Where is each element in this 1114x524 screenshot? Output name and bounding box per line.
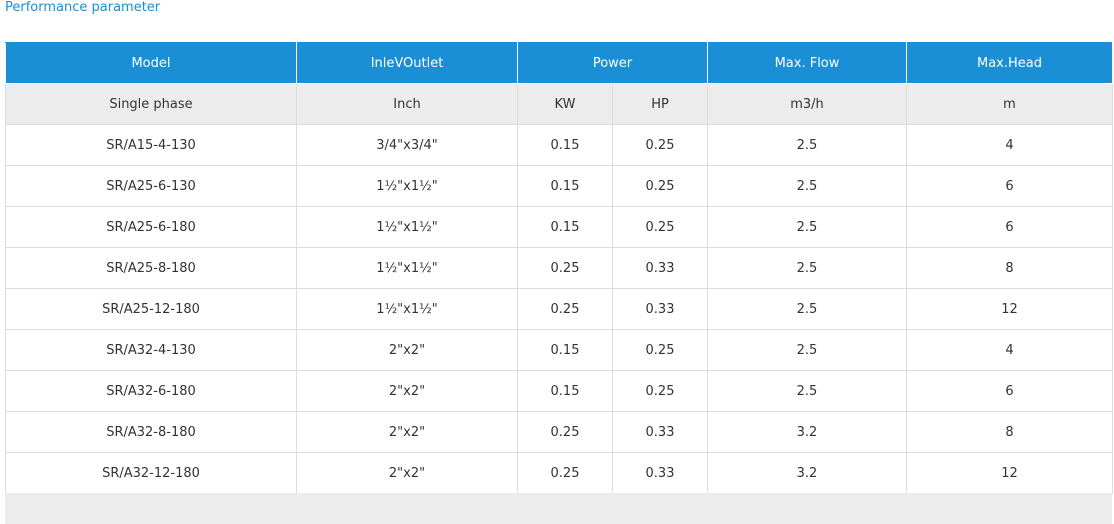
- header-cell: Max. Flow: [707, 42, 907, 84]
- data-cell: 4: [906, 124, 1113, 166]
- data-cell: 12: [906, 288, 1113, 330]
- data-row: SR/A25-12-180 1½"x1½" 0.25 0.33 2.5 12: [5, 288, 1113, 330]
- data-cell: 0.33: [612, 288, 708, 330]
- data-cell: SR/A32-8-180: [5, 411, 297, 453]
- data-cell: 1½"x1½": [296, 165, 518, 207]
- data-cell: 0.15: [517, 124, 613, 166]
- subheader-cell: m3/h: [707, 83, 907, 125]
- data-cell: 0.15: [517, 329, 613, 371]
- data-row: SR/A15-4-130 3/4"x3/4" 0.15 0.25 2.5 4: [5, 124, 1113, 166]
- data-cell: 0.25: [612, 165, 708, 207]
- data-cell: 0.33: [612, 247, 708, 289]
- data-cell: 3.2: [707, 411, 907, 453]
- data-cell: 2"x2": [296, 411, 518, 453]
- data-cell: 0.15: [517, 165, 613, 207]
- data-cell: 0.25: [612, 370, 708, 412]
- data-row: SR/A32-6-180 2"x2" 0.15 0.25 2.5 6: [5, 370, 1113, 412]
- table-footer: [5, 493, 1112, 524]
- table-body: Model InleVOutlet Power Max. Flow Max.Head Si…: [5, 42, 1113, 494]
- data-cell: 1½"x1½": [296, 288, 518, 330]
- header-row: Model InleVOutlet Power Max. Flow Max.Head: [5, 42, 1113, 84]
- data-cell: SR/A25-12-180: [5, 288, 297, 330]
- data-cell: SR/A25-6-130: [5, 165, 297, 207]
- data-cell: 0.25: [612, 206, 708, 248]
- data-row: SR/A25-6-180 1½"x1½" 0.15 0.25 2.5 6: [5, 206, 1113, 248]
- data-cell: SR/A32-6-180: [5, 370, 297, 412]
- data-cell: SR/A32-12-180: [5, 452, 297, 494]
- header-cell: Power: [517, 42, 708, 84]
- data-cell: 2.5: [707, 206, 907, 248]
- data-cell: 2.5: [707, 165, 907, 207]
- subheader-cell: m: [906, 83, 1113, 125]
- data-cell: 3.2: [707, 452, 907, 494]
- data-cell: 2.5: [707, 247, 907, 289]
- data-cell: 1½"x1½": [296, 206, 518, 248]
- data-cell: 0.25: [517, 411, 613, 453]
- data-cell: SR/A25-6-180: [5, 206, 297, 248]
- data-row: SR/A25-6-130 1½"x1½" 0.15 0.25 2.5 6: [5, 165, 1113, 207]
- header-cell: InleVOutlet: [296, 42, 518, 84]
- subheader-cell: Inch: [296, 83, 518, 125]
- data-cell: 2.5: [707, 124, 907, 166]
- subheader-cell: KW: [517, 83, 613, 125]
- data-row: SR/A32-8-180 2"x2" 0.25 0.33 3.2 8: [5, 411, 1113, 453]
- subheader-cell: Single phase: [5, 83, 297, 125]
- data-cell: 0.25: [517, 288, 613, 330]
- data-cell: SR/A25-8-180: [5, 247, 297, 289]
- data-cell: 2.5: [707, 370, 907, 412]
- section-title: Performance parameter: [5, 0, 161, 15]
- data-cell: 2"x2": [296, 452, 518, 494]
- data-cell: 0.15: [517, 370, 613, 412]
- data-cell: SR/A32-4-130: [5, 329, 297, 371]
- data-cell: 3/4"x3/4": [296, 124, 518, 166]
- data-cell: 2.5: [707, 329, 907, 371]
- data-row: SR/A32-4-130 2"x2" 0.15 0.25 2.5 4: [5, 329, 1113, 371]
- data-cell: 0.15: [517, 206, 613, 248]
- data-row: SR/A32-12-180 2"x2" 0.25 0.33 3.2 12: [5, 452, 1113, 494]
- data-cell: 1½"x1½": [296, 247, 518, 289]
- data-cell: 2.5: [707, 288, 907, 330]
- performance-table: Model InleVOutlet Power Max. Flow Max.Head Si…: [5, 42, 1113, 494]
- data-cell: 0.25: [517, 452, 613, 494]
- data-row: SR/A25-8-180 1½"x1½" 0.25 0.33 2.5 8: [5, 247, 1113, 289]
- data-cell: 12: [906, 452, 1113, 494]
- data-cell: 8: [906, 247, 1113, 289]
- data-cell: 0.25: [517, 247, 613, 289]
- data-cell: 0.25: [612, 124, 708, 166]
- data-cell: 2"x2": [296, 370, 518, 412]
- data-cell: 8: [906, 411, 1113, 453]
- data-cell: 0.33: [612, 411, 708, 453]
- header-cell: Max.Head: [906, 42, 1113, 84]
- data-cell: 6: [906, 206, 1113, 248]
- data-cell: 0.33: [612, 452, 708, 494]
- data-cell: 0.25: [612, 329, 708, 371]
- data-cell: 4: [906, 329, 1113, 371]
- data-cell: 6: [906, 165, 1113, 207]
- subheader-row: Single phase Inch KW HP m3/h m: [5, 83, 1113, 125]
- header-cell: Model: [5, 42, 297, 84]
- data-cell: 2"x2": [296, 329, 518, 371]
- subheader-cell: HP: [612, 83, 708, 125]
- data-cell: 6: [906, 370, 1113, 412]
- data-cell: SR/A15-4-130: [5, 124, 297, 166]
